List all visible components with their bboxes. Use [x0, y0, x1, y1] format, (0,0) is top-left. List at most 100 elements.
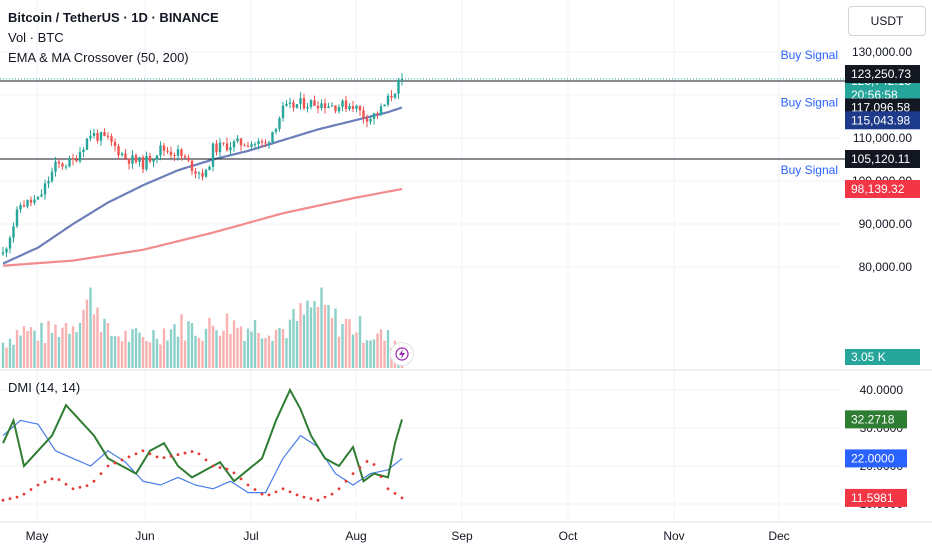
volume-bar	[218, 335, 222, 368]
candle-body	[82, 149, 85, 153]
minus-di-dot	[183, 451, 187, 455]
candle-body	[400, 78, 404, 81]
candle-body	[1, 252, 5, 255]
candle-body	[131, 155, 134, 164]
level-tag-2: 105,120.11	[851, 152, 910, 166]
candle-body	[141, 157, 145, 170]
candle-body	[43, 183, 47, 195]
volume-bar	[134, 328, 138, 368]
candle-body	[285, 103, 288, 106]
volume-tag: 3.05 K	[851, 350, 886, 364]
candle-body	[236, 138, 239, 142]
candle-body	[365, 118, 369, 122]
symbol-title[interactable]: Bitcoin / TetherUS · 1D · BINANCE	[8, 10, 219, 25]
candle-body	[299, 98, 302, 105]
candle-body	[218, 142, 222, 153]
lightning-bolt-icon[interactable]	[390, 342, 414, 366]
candle-body	[92, 132, 96, 136]
volume-bar	[36, 340, 40, 368]
volume-bar	[267, 335, 271, 368]
volume-bar	[246, 328, 250, 368]
volume-bar	[229, 334, 232, 368]
last-price-tag-countdown: 20:56:58	[851, 88, 898, 102]
candle-body	[166, 150, 169, 152]
dmi-tick-label: 40.0000	[860, 383, 904, 397]
volume-bar	[159, 344, 162, 368]
candle-body	[176, 149, 180, 156]
candle-body	[22, 205, 26, 207]
candle-body	[393, 93, 397, 98]
volume-bar	[75, 332, 78, 368]
candle-body	[351, 106, 355, 109]
volume-bar	[243, 340, 246, 368]
volume-bar	[68, 333, 71, 368]
candle-body	[243, 145, 246, 147]
candle-body	[180, 149, 183, 157]
candle-body	[89, 135, 92, 139]
minus-di-dot	[232, 471, 236, 475]
candle-body	[29, 199, 33, 203]
minus-di-dot	[197, 452, 201, 456]
volume-bar	[54, 324, 57, 368]
candle-body	[383, 104, 386, 107]
candle-body	[215, 143, 218, 153]
volume-bar	[194, 335, 197, 368]
candle-body	[313, 100, 316, 106]
minus-di-dot	[246, 483, 250, 487]
volume-bar	[15, 330, 19, 368]
volume-bar	[369, 340, 372, 368]
volume-bar	[148, 342, 152, 368]
minus-di-dot	[15, 495, 19, 499]
dmi-legend[interactable]: DMI (14, 14)	[8, 380, 81, 395]
volume-bar	[204, 328, 208, 368]
minus-di-dot	[309, 497, 313, 501]
candle-body	[372, 113, 376, 119]
volume-bar	[313, 300, 316, 368]
volume-bar	[334, 308, 337, 368]
volume-bar	[113, 336, 117, 368]
candle-body	[211, 143, 215, 167]
adx-line	[2, 419, 403, 494]
bolt-glyph	[395, 347, 409, 361]
candle-body	[208, 166, 211, 170]
ema-ma-legend[interactable]: EMA & MA Crossover (50, 200)	[8, 50, 189, 65]
x-tick-label: Dec	[768, 529, 789, 543]
minus-di-dot	[267, 493, 271, 497]
volume-bar	[43, 343, 47, 368]
candle-body	[12, 226, 15, 238]
volume-legend[interactable]: Vol · BTC	[8, 30, 64, 45]
volume-bar	[145, 340, 148, 368]
volume-bar	[155, 338, 159, 368]
volume-bar	[383, 340, 386, 368]
level-tag-1-box	[845, 65, 920, 84]
currency-button[interactable]: USDT	[848, 6, 926, 36]
minus-di-dot	[365, 460, 369, 463]
minus-di-dot	[43, 480, 47, 484]
candle-body	[8, 237, 12, 249]
volume-bar	[19, 335, 22, 368]
candle-body	[120, 153, 124, 156]
minus-di-dot	[316, 498, 320, 502]
candle-body	[390, 95, 393, 98]
volume-bar	[225, 313, 229, 368]
candle-body	[194, 171, 197, 174]
volume-bar	[302, 314, 306, 368]
ema50-tag: 117,096.58	[851, 100, 910, 114]
minus-di-dot	[351, 472, 355, 475]
candle-body	[197, 172, 201, 174]
candle-body	[323, 103, 327, 109]
candle-body	[155, 155, 159, 160]
minus-di-dot	[155, 455, 159, 459]
candle-body	[239, 138, 243, 146]
x-tick-label: Jun	[135, 529, 154, 543]
x-tick-label: Jul	[243, 529, 258, 543]
volume-bar	[271, 340, 274, 368]
volume-bar	[264, 338, 267, 368]
buy-signal-label: Buy Signal	[781, 163, 838, 177]
volume-bar	[50, 332, 54, 368]
minus-di-dot	[253, 488, 257, 491]
candle-body	[355, 105, 358, 109]
candle-body	[54, 161, 57, 172]
